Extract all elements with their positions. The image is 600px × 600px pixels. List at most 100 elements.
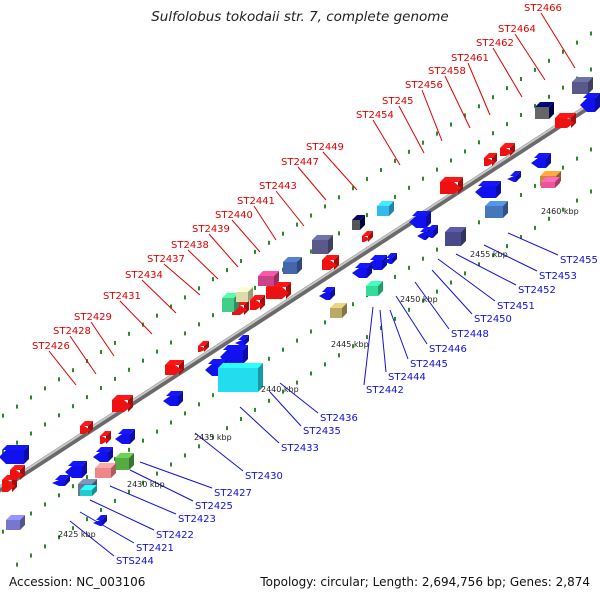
- track-dot: [548, 216, 550, 221]
- track-dot: [590, 147, 592, 152]
- track-dot: [366, 213, 368, 218]
- track-dot: [534, 67, 536, 72]
- gene-feature: [319, 287, 335, 300]
- track-dot: [198, 402, 200, 407]
- track-dot: [478, 262, 480, 267]
- track-dot: [324, 320, 326, 325]
- track-dot: [492, 131, 494, 136]
- coordinate-ticks: 2460 kbp 2455 kbp 2450 kbp 2445 kbp 2440 kbp…: [58, 207, 579, 539]
- track-dot: [156, 429, 158, 434]
- track-dot: [184, 411, 186, 416]
- lower-gene-label: ST2446: [429, 344, 467, 355]
- track-dot: [30, 553, 32, 558]
- gene-feature: [484, 153, 497, 166]
- upper-leader-line: [163, 263, 201, 296]
- lower-gene-label: ST2455: [560, 255, 598, 266]
- track-dot: [212, 393, 214, 398]
- track-dot: [268, 240, 270, 245]
- track-dot: [44, 422, 46, 427]
- gene-feature: [100, 431, 111, 444]
- upper-gene-label: ST245: [382, 96, 414, 107]
- gene-feature: [80, 485, 97, 496]
- track-dot: [30, 431, 32, 436]
- upper-gene-label: ST2440: [215, 210, 253, 221]
- track-dot: [590, 31, 592, 36]
- genome-backbone: [0, 95, 600, 493]
- upper-gene-label: ST2461: [451, 53, 489, 64]
- lower-gene-label: ST2448: [451, 329, 489, 340]
- track-dot: [184, 453, 186, 458]
- upper-leader-line: [444, 75, 471, 129]
- gene-feature: [580, 93, 600, 112]
- lower-leader-line: [483, 244, 538, 272]
- track-dot: [310, 371, 312, 376]
- track-dot: [156, 313, 158, 318]
- upper-gene-label: ST2466: [524, 3, 562, 14]
- gene-feature: [409, 211, 431, 228]
- track-dot: [394, 158, 396, 163]
- track-dot: [226, 268, 228, 273]
- lower-leader-line: [507, 232, 559, 256]
- gene-feature: [500, 143, 515, 156]
- track-dot: [422, 256, 424, 261]
- track-dot: [380, 168, 382, 172]
- track-dot: [58, 493, 60, 498]
- gene-feature: [218, 363, 263, 392]
- upper-gene-label: ST2464: [498, 24, 536, 35]
- track-dot: [394, 194, 396, 199]
- upper-leader-line: [421, 89, 443, 142]
- track-dot: [16, 562, 18, 567]
- track-dot: [562, 165, 564, 170]
- gene-feature: [485, 201, 508, 218]
- track-dot: [366, 335, 368, 340]
- track-dot: [296, 380, 298, 385]
- track-dot: [58, 377, 60, 382]
- lower-gene-label: ST2436: [320, 413, 358, 424]
- track-dot: [128, 367, 130, 372]
- track-dot: [268, 356, 270, 361]
- track-dot: [128, 447, 130, 452]
- gene-feature: [330, 303, 347, 318]
- gene-feature: [250, 295, 265, 310]
- track-dot: [464, 149, 466, 154]
- lower-leader-line: [363, 306, 374, 386]
- track-dot: [226, 426, 228, 431]
- track-dot: [86, 395, 88, 400]
- gene-feature: [80, 421, 93, 434]
- lower-leader-line: [389, 309, 409, 360]
- track-dot: [506, 86, 508, 91]
- gene-feature: [555, 113, 576, 128]
- track-dot: [310, 249, 312, 254]
- track-dot: [338, 353, 340, 358]
- gene-feature: [115, 453, 134, 470]
- track-dot: [520, 77, 522, 81]
- lower-leader-line: [139, 461, 213, 489]
- track-dot: [408, 307, 410, 312]
- track-dot: [142, 358, 144, 363]
- track-dot: [72, 368, 74, 373]
- gene-feature: [322, 255, 339, 270]
- track-dot: [478, 220, 480, 225]
- track-dot: [44, 502, 46, 507]
- upper-gene-label: ST2431: [103, 291, 141, 302]
- lower-leader-line: [455, 253, 517, 286]
- track-dot: [198, 286, 200, 291]
- upper-gene-label: ST2429: [74, 312, 112, 323]
- gene-feature: [93, 447, 113, 462]
- lower-gene-label: ST2427: [214, 488, 252, 499]
- lower-gene-label: ST2450: [474, 314, 512, 325]
- gene-feature: [362, 231, 373, 242]
- track-dot: [254, 249, 256, 254]
- track-dot: [282, 389, 284, 394]
- upper-leader-line: [48, 350, 77, 386]
- upper-gene-label: ST2456: [405, 80, 443, 91]
- gene-feature: [366, 281, 383, 296]
- track-dot: [114, 340, 116, 345]
- track-dot: [72, 404, 74, 409]
- gene-feature: [531, 153, 551, 168]
- upper-leader-line: [540, 12, 576, 69]
- track-dot: [464, 113, 466, 118]
- track-dot: [44, 544, 46, 549]
- upper-leader-line: [514, 33, 546, 81]
- track-dot: [296, 338, 298, 343]
